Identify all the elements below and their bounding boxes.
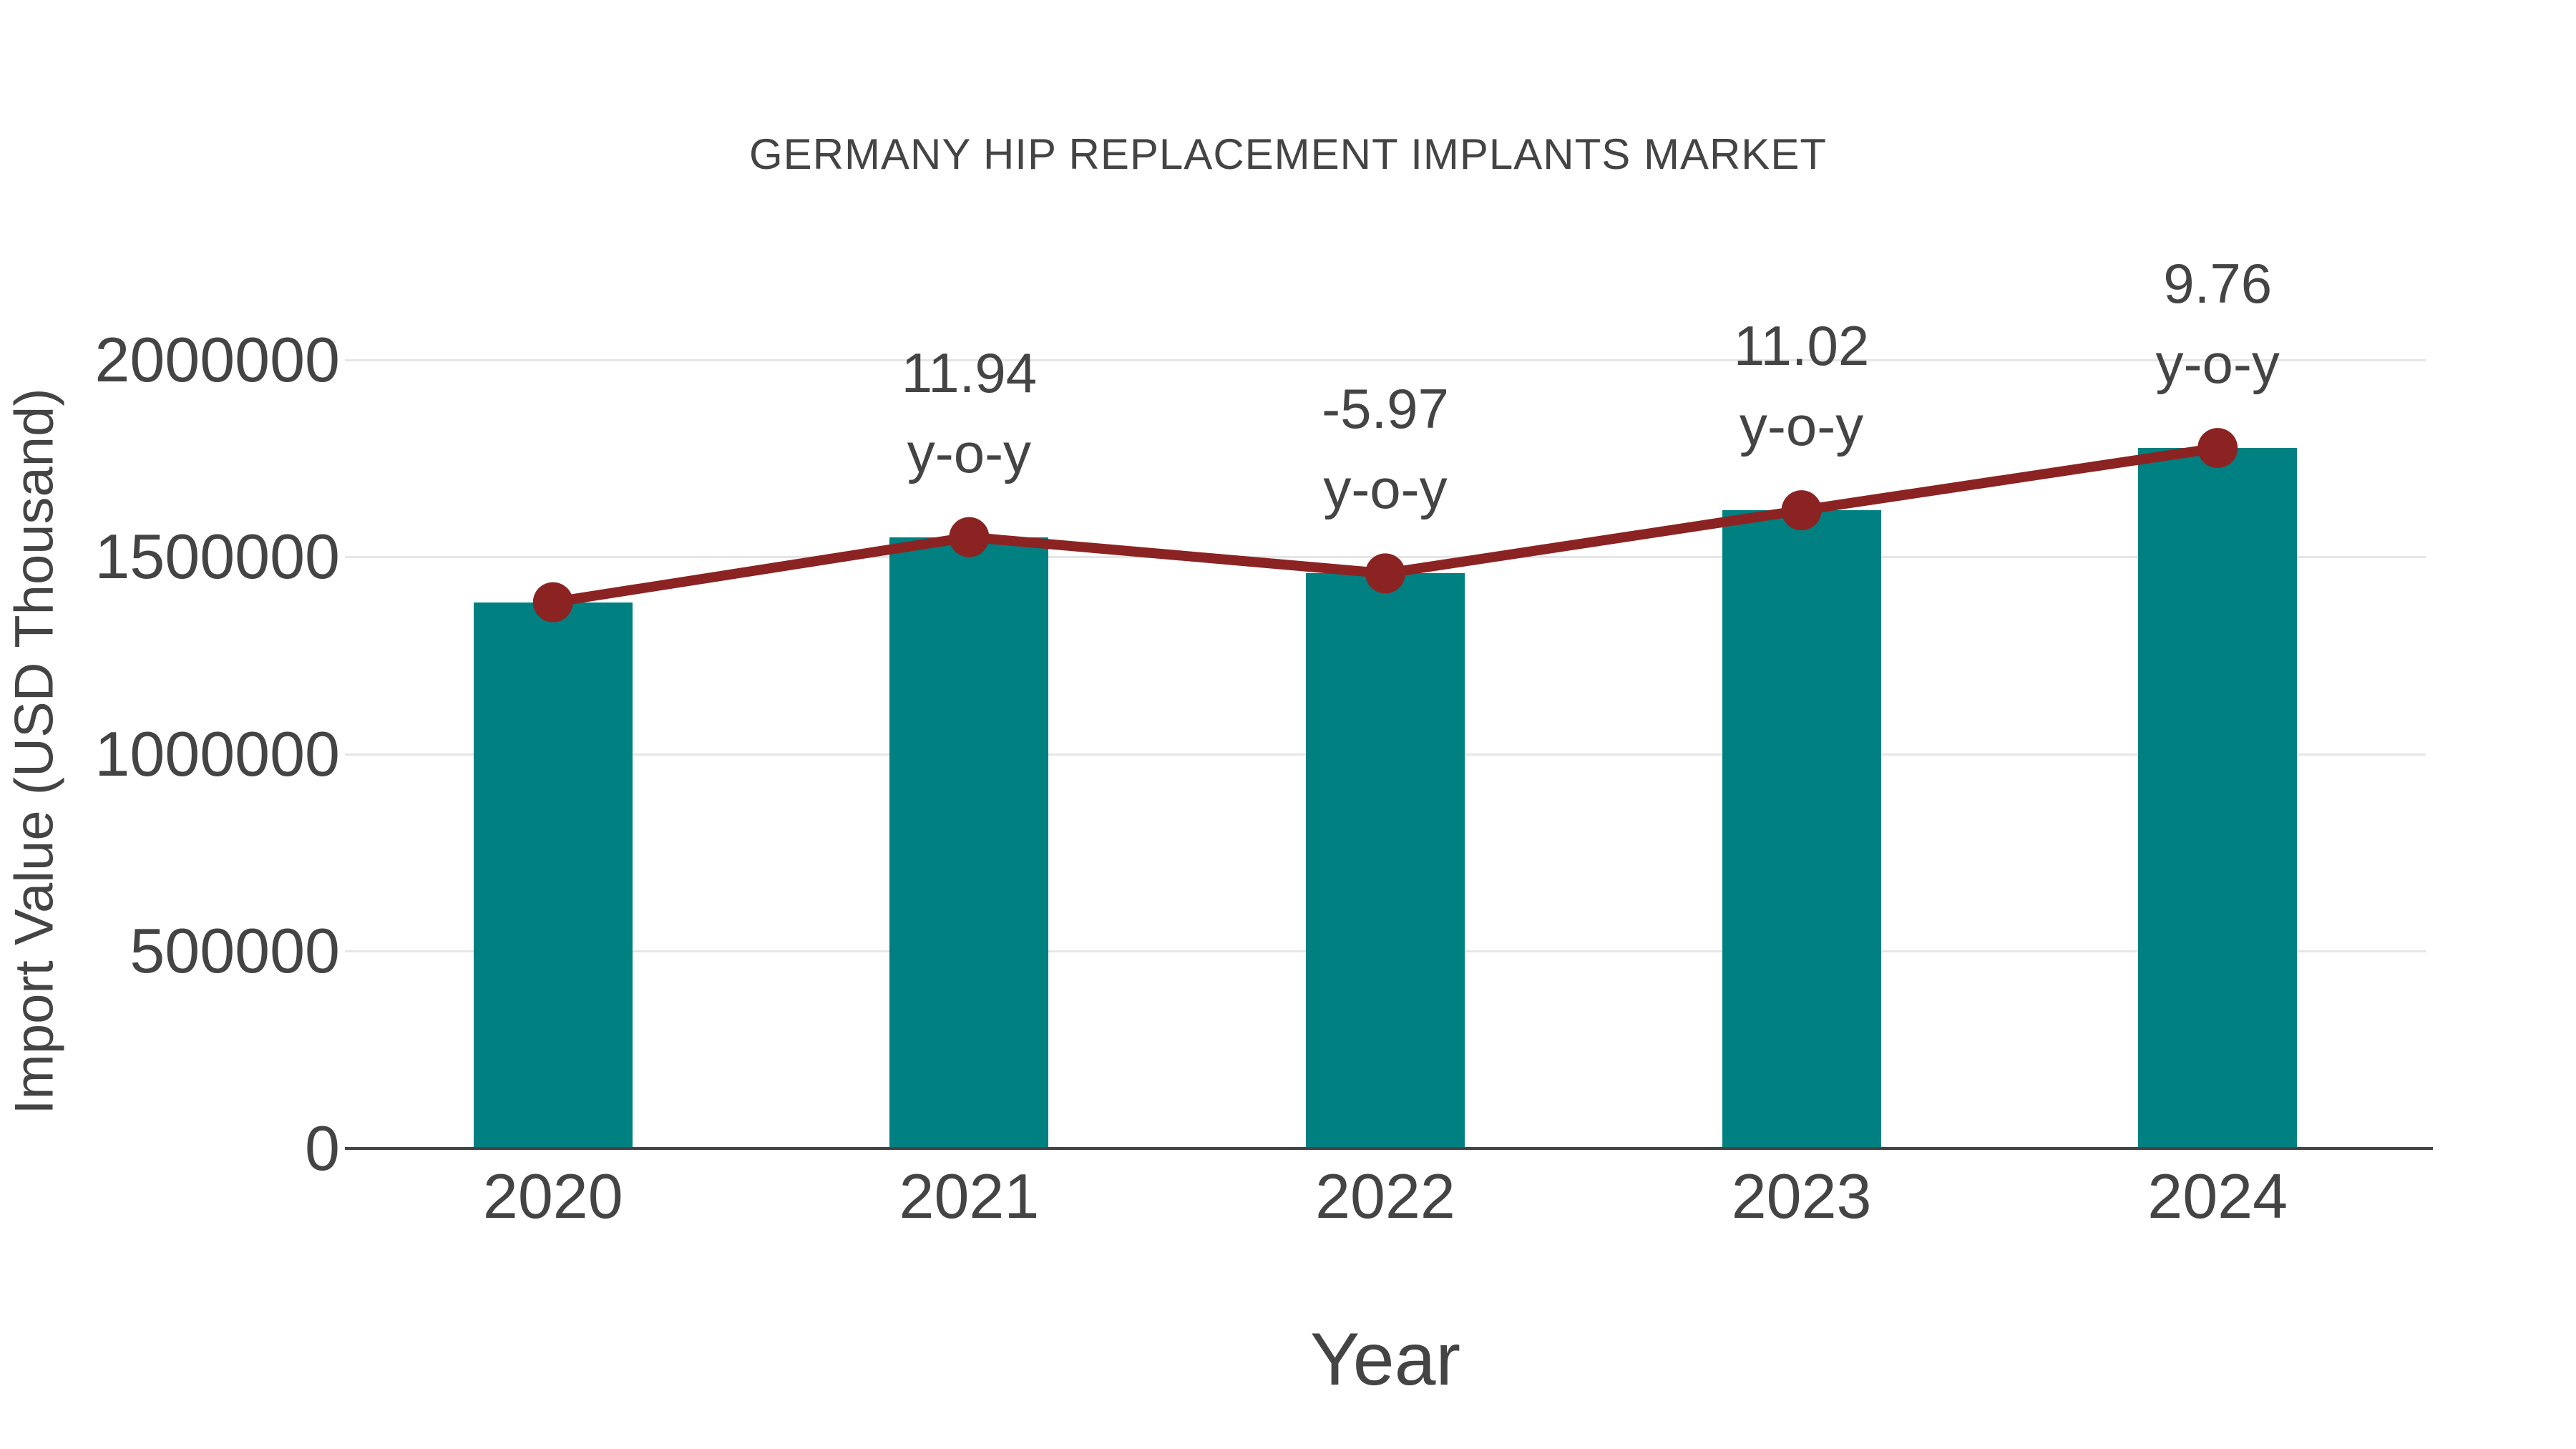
- bar[interactable]: [473, 602, 633, 1148]
- yoy-annotation: 9.76 y-o-y: [2155, 252, 2280, 396]
- x-axis-title: Year: [1309, 1318, 1461, 1401]
- y-tick-label: 0: [305, 1113, 340, 1184]
- y-tick-label: 1000000: [94, 718, 340, 789]
- x-tick-label: 2023: [1731, 1161, 1872, 1231]
- chart-title: GERMANY HIP REPLACEMENT IMPLANTS MARKET: [749, 130, 1827, 178]
- x-axis-line: [345, 1147, 2433, 1150]
- bar[interactable]: [889, 537, 1049, 1148]
- y-gridline: [345, 358, 2426, 361]
- x-tick-label: 2021: [899, 1161, 1040, 1231]
- y-gridline: [345, 556, 2426, 559]
- x-tick-label: 2022: [1315, 1161, 1455, 1231]
- bar[interactable]: [1722, 510, 1881, 1148]
- y-tick-label: 500000: [130, 915, 340, 987]
- y-axis-title: Import Value (USD Thousand): [4, 388, 65, 1115]
- yoy-annotation: 11.02 y-o-y: [1733, 314, 1870, 458]
- x-tick-label: 2024: [2147, 1161, 2288, 1231]
- yoy-annotation: 11.94 y-o-y: [901, 341, 1038, 484]
- x-tick-label: 2020: [482, 1161, 623, 1231]
- bar[interactable]: [1306, 573, 1465, 1148]
- yoy-annotation: -5.97 y-o-y: [1322, 377, 1449, 521]
- y-tick-label: 2000000: [94, 323, 340, 395]
- y-tick-label: 1500000: [94, 521, 340, 592]
- bar[interactable]: [2138, 448, 2298, 1148]
